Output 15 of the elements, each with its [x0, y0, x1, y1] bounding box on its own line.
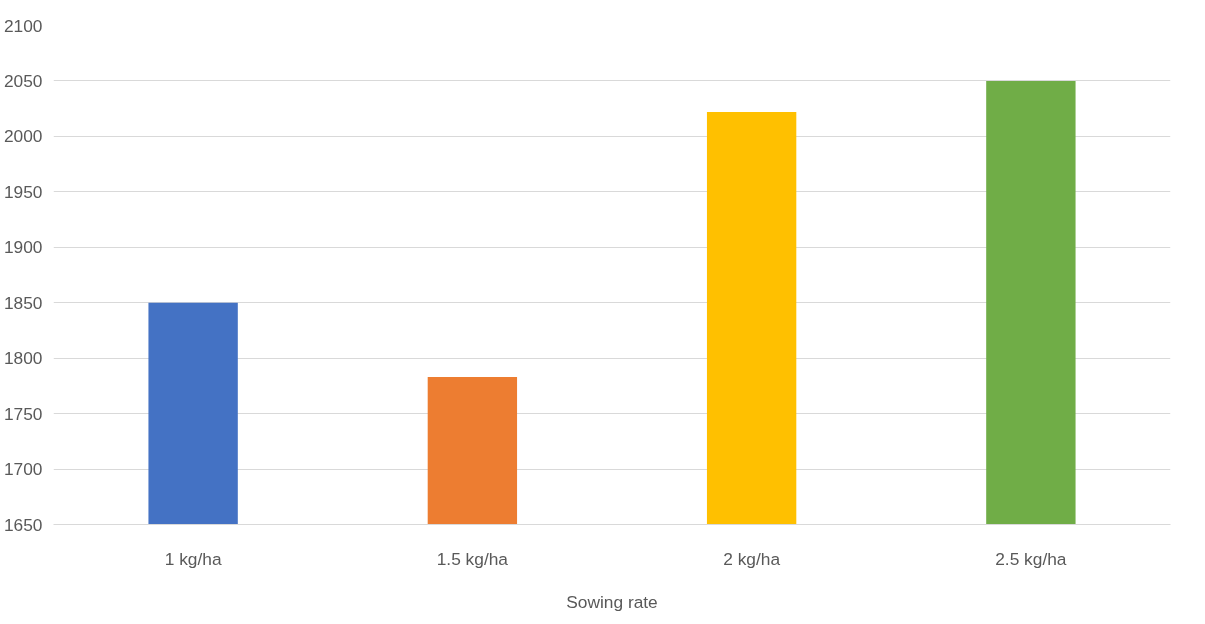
x-tick-label: 1 kg/ha — [164, 548, 222, 569]
y-tick-label: 2100 — [3, 15, 43, 36]
y-tick-label: 1650 — [3, 514, 43, 535]
y-tick-label: 1750 — [3, 403, 43, 424]
y-tick-label: 2050 — [3, 70, 43, 91]
y-tick-label: 1900 — [3, 237, 43, 258]
y-tick-label: 1800 — [3, 348, 43, 369]
y-tick-label: 1950 — [3, 181, 43, 202]
x-axis-title: Sowing rate — [566, 591, 658, 612]
x-tick-label: 1.5 kg/ha — [436, 548, 509, 569]
x-tick-label: 2 kg/ha — [723, 548, 781, 569]
y-tick-label: 1850 — [3, 292, 43, 313]
y-tick-label: 2000 — [3, 126, 43, 147]
y-tick-label: 1700 — [3, 459, 43, 480]
x-tick-label: 2.5 kg/ha — [995, 548, 1067, 569]
